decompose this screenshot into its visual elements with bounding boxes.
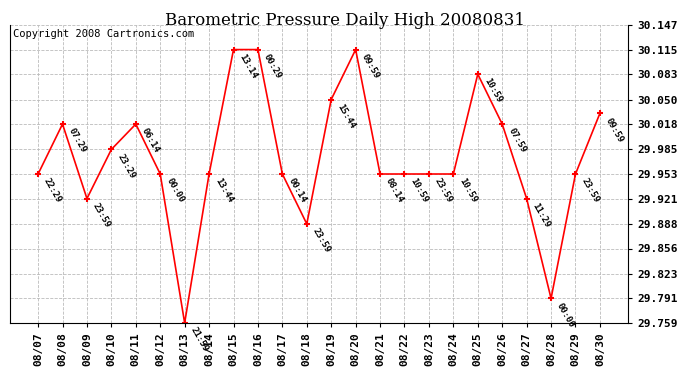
Text: 13:44: 13:44 [213,177,235,204]
Text: 10:59: 10:59 [408,177,430,204]
Text: Barometric Pressure Daily High 20080831: Barometric Pressure Daily High 20080831 [165,12,525,29]
Text: 07:59: 07:59 [506,127,528,154]
Text: 00:29: 00:29 [262,53,284,80]
Text: 08:14: 08:14 [384,177,406,204]
Text: 00:14: 00:14 [286,177,308,204]
Text: 15:44: 15:44 [335,102,357,130]
Text: 00:00: 00:00 [164,177,186,204]
Text: 13:14: 13:14 [237,53,259,80]
Text: 21:59: 21:59 [189,326,210,354]
Text: 23:29: 23:29 [115,152,137,180]
Text: 09:59: 09:59 [359,53,381,80]
Text: 23:59: 23:59 [580,177,601,204]
Text: 07:29: 07:29 [67,127,88,154]
Text: 00:00: 00:00 [555,301,576,329]
Text: 23:59: 23:59 [91,201,112,229]
Text: 11:29: 11:29 [531,201,552,229]
Text: 23:59: 23:59 [433,177,454,204]
Text: 22:29: 22:29 [42,177,63,204]
Text: Copyright 2008 Cartronics.com: Copyright 2008 Cartronics.com [13,30,195,39]
Text: 09:59: 09:59 [604,116,625,144]
Text: 10:59: 10:59 [457,177,479,204]
Text: 06:14: 06:14 [140,127,161,154]
Text: 10:59: 10:59 [482,77,503,105]
Text: 23:59: 23:59 [311,227,332,255]
